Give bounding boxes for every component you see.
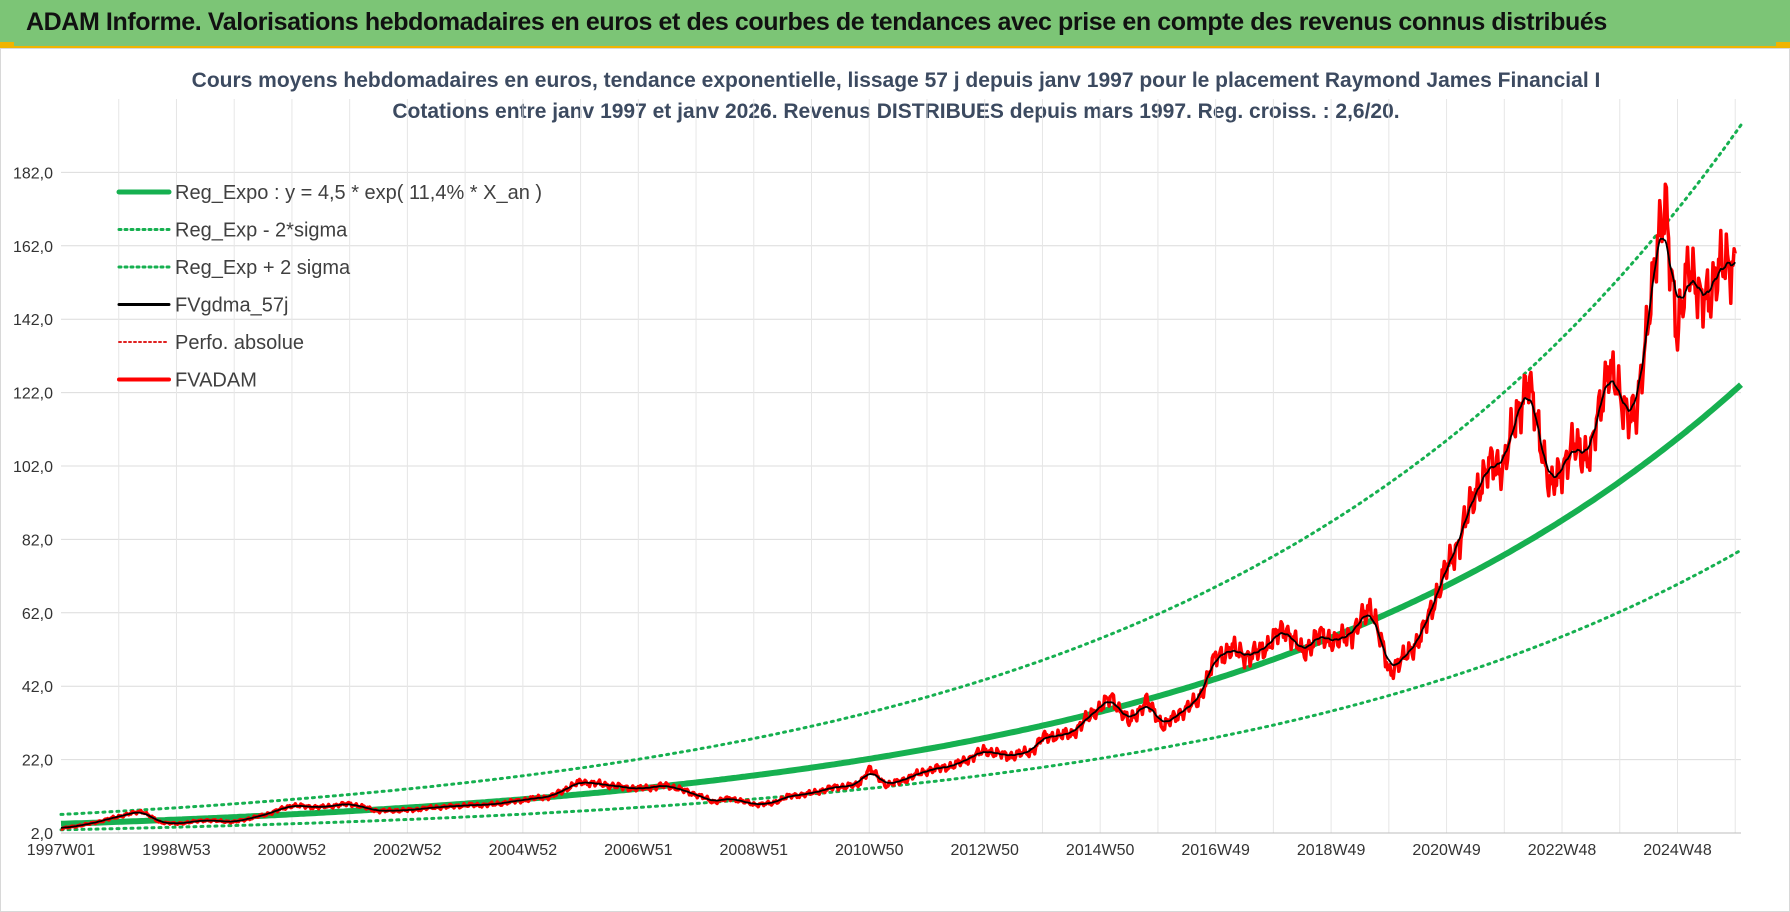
series-reg-exp-plus-2-sigma (59, 123, 1743, 816)
x-tick-label: 2000W52 (258, 842, 327, 859)
x-tick-label: 1998W53 (142, 842, 211, 859)
x-tick-label: 2014W50 (1066, 842, 1135, 859)
y-tick-label: 22,0 (22, 753, 53, 770)
x-tick-label: 2008W51 (720, 842, 789, 859)
legend-label-1: Reg_Expo : y = 4,5 * exp( 11,4% * X_an ) (175, 182, 542, 204)
y-tick-label: 102,0 (13, 459, 53, 476)
line-chart: Cours moyens hebdomadaires en euros, ten… (13, 69, 1744, 859)
series-reg-expo (60, 382, 1744, 827)
series-fvadam (60, 182, 1737, 831)
x-tick-label: 2016W49 (1181, 842, 1250, 859)
legend-label-3: Reg_Exp + 2 sigma (175, 257, 351, 279)
y-tick-label: 42,0 (22, 679, 53, 696)
report-title: ADAM Informe. Valorisations hebdomadaire… (26, 8, 1607, 36)
x-tick-label: 2024W48 (1643, 842, 1712, 859)
y-tick-label: 62,0 (22, 606, 53, 623)
y-tick-label: 182,0 (13, 165, 53, 182)
legend-label-6: FVADAM (175, 370, 257, 392)
series-reg-exp-minus-2-sigma (59, 548, 1743, 832)
y-tick-label: 162,0 (13, 239, 53, 256)
y-tick-label: 122,0 (13, 386, 53, 403)
x-tick-label: 2002W52 (373, 842, 442, 859)
x-tick-label: 2006W51 (604, 842, 673, 859)
x-tick-label: 1997W01 (27, 842, 96, 859)
chart-title-line-2: Cotations entre janv 1997 et janv 2026. … (392, 100, 1399, 123)
legend-label-5: Perfo. absolue (175, 332, 304, 354)
y-tick-label: 142,0 (13, 312, 53, 329)
series-fvgdma-57j (60, 237, 1736, 829)
legend-label-4: FVgdma_57j (175, 295, 288, 317)
legend-label-2: Reg_Exp - 2*sigma (175, 220, 348, 242)
y-tick-label: 82,0 (22, 532, 53, 549)
x-tick-label: 2012W50 (950, 842, 1019, 859)
x-tick-label: 2004W52 (489, 842, 558, 859)
corner-mark-right (1776, 42, 1790, 48)
x-tick-label: 2022W48 (1528, 842, 1597, 859)
report-banner: ADAM Informe. Valorisations hebdomadaire… (0, 0, 1790, 48)
x-tick-label: 2010W50 (835, 842, 904, 859)
y-tick-label: 2,0 (31, 826, 53, 843)
x-tick-label: 2018W49 (1297, 842, 1366, 859)
x-tick-label: 2020W49 (1412, 842, 1481, 859)
chart-title-line-1: Cours moyens hebdomadaires en euros, ten… (192, 69, 1601, 92)
chart-frame: Cours moyens hebdomadaires en euros, ten… (0, 48, 1790, 912)
corner-mark-left (0, 42, 14, 48)
